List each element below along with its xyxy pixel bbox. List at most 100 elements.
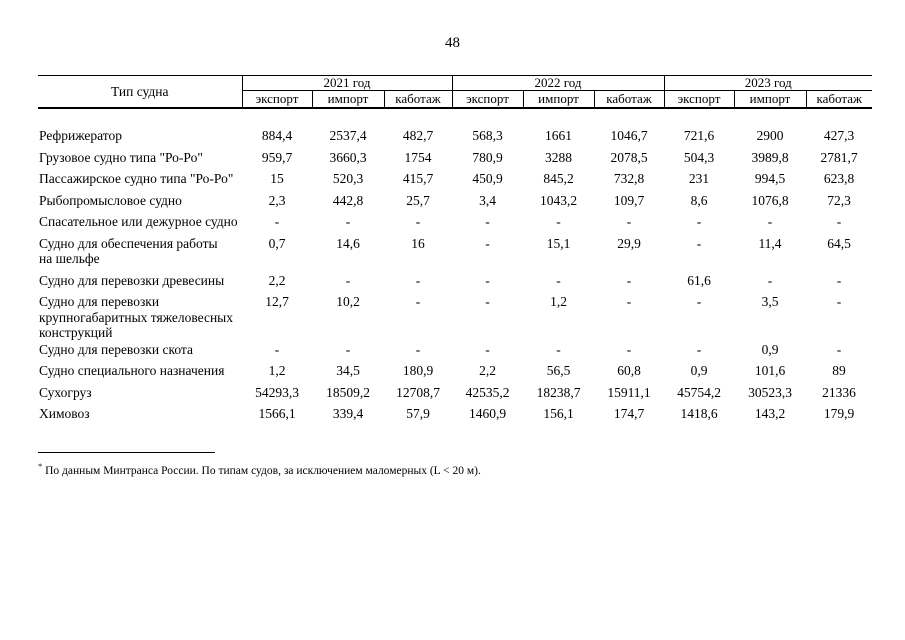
value-cell: 21336	[822, 384, 856, 400]
value-cell: 34,5	[336, 363, 360, 378]
value-cell: -	[274, 341, 280, 357]
table-row: Судно для перевозки скота - - - - - - - 0,9 -	[38, 342, 872, 364]
value-cell: -	[345, 272, 351, 288]
value-cell: -	[345, 214, 351, 229]
column-header-group3-sub3: каботаж	[805, 90, 873, 109]
value-cell: 10,2	[336, 294, 360, 309]
ship-type-label: Спасательное или дежурное судно	[39, 214, 238, 229]
value-cell: 780,9	[472, 149, 503, 165]
value-cell: 89	[832, 363, 846, 378]
value-cell: 2,2	[268, 272, 286, 288]
value-cell: 884,4	[261, 128, 293, 143]
table-subheader-row: экспорт импорт каботаж экспорт импорт каботаж…	[38, 90, 873, 109]
value-cell: 101,6	[754, 363, 786, 378]
value-cell: 180,9	[402, 363, 434, 378]
value-cell: 12,7	[265, 294, 289, 309]
value-cell: 1,2	[550, 294, 567, 309]
column-header-year-2021: 2021 год	[241, 75, 452, 91]
ship-type-label: Судно для перевозки древесины	[39, 272, 225, 288]
value-cell: 3660,3	[329, 149, 367, 165]
value-cell: 623,8	[823, 171, 855, 186]
value-cell: -	[696, 341, 702, 357]
value-cell: 15,1	[546, 235, 571, 251]
footnote-separator	[38, 452, 215, 453]
table-row: Судно для перевозки древесины 2,2 - - - - - 61,…	[38, 273, 872, 295]
value-cell: -	[767, 272, 773, 288]
value-cell: 18238,7	[536, 384, 581, 400]
value-cell: 14,6	[336, 235, 360, 251]
column-header-group3-sub2: импорт	[733, 90, 806, 109]
ship-type-label: Пассажирское судно типа "Ро-Ро"	[39, 171, 234, 186]
value-cell: -	[836, 272, 842, 288]
value-cell: 845,2	[543, 171, 574, 186]
ship-type-label: Сухогруз	[39, 384, 92, 400]
column-header-group1-sub1: экспорт	[241, 90, 312, 109]
value-cell: 16	[411, 235, 425, 251]
value-cell: -	[556, 272, 561, 288]
value-cell: 2078,5	[610, 149, 648, 165]
value-cell: 427,3	[823, 128, 855, 143]
value-cell: 30523,3	[748, 384, 792, 400]
value-cell: 339,4	[332, 406, 364, 421]
footnote-text: По данным Минтранса России. По типам суд…	[45, 464, 481, 477]
value-cell: -	[485, 214, 490, 229]
value-cell: 15	[270, 171, 284, 186]
value-cell: 2900	[756, 128, 784, 143]
value-cell: 12708,7	[396, 384, 440, 400]
table-row: Рефрижератор 884,4 2537,4 482,7 568,3 1661 104…	[38, 108, 872, 150]
value-cell: 18509,2	[326, 384, 370, 400]
ship-type-label: Рефрижератор	[39, 128, 122, 143]
value-cell: 0,9	[761, 341, 779, 357]
table-row: Рыбопромысловое судно 2,3 442,8 25,7 3,4 1043…	[38, 193, 872, 215]
ship-type-label: Рыбопромысловое судно	[39, 192, 182, 208]
value-cell: -	[274, 214, 280, 229]
value-cell: 3,4	[479, 192, 496, 208]
column-header-ship-type: Тип судна	[38, 75, 243, 109]
value-cell: 3288	[545, 149, 572, 165]
value-cell: 1046,7	[610, 128, 648, 143]
value-cell: -	[485, 341, 490, 357]
value-cell: 1043,2	[539, 192, 578, 208]
value-cell: 1661	[545, 128, 572, 143]
value-cell: 0,9	[690, 363, 708, 378]
column-header-year-2022: 2022 год	[451, 75, 664, 91]
ship-type-label: Химовоз	[39, 406, 90, 421]
value-cell: 1,2	[268, 363, 286, 378]
column-header-group2-sub1: экспорт	[451, 90, 523, 109]
value-cell: 520,3	[332, 171, 364, 186]
value-cell: 994,5	[754, 171, 786, 186]
value-cell: -	[696, 214, 702, 229]
footnote: * По данным Минтранса России. По типам с…	[38, 459, 481, 478]
column-header-group1-sub2: импорт	[311, 90, 384, 109]
value-cell: 2781,7	[820, 149, 858, 165]
value-cell: 143,2	[754, 406, 786, 421]
value-cell: -	[836, 341, 842, 357]
value-cell: -	[767, 214, 773, 229]
value-cell: 174,7	[613, 406, 645, 421]
value-cell: 732,8	[613, 171, 645, 186]
value-cell: 179,9	[823, 406, 855, 421]
value-cell: 415,7	[402, 171, 434, 186]
column-header-group3-sub1: экспорт	[663, 90, 734, 109]
value-cell: 11,4	[758, 235, 782, 251]
value-cell: 57,9	[406, 406, 430, 421]
value-cell: -	[485, 294, 490, 309]
value-cell: 721,6	[683, 128, 715, 143]
value-cell: 1566,1	[258, 406, 296, 421]
ship-type-label: Судно для обеспечения работы на шельфе	[39, 235, 218, 267]
value-cell: 72,3	[827, 192, 851, 208]
value-cell: 2537,4	[329, 128, 367, 143]
ship-types-table: Тип судна 2021 год 2022 год 2023 год экс…	[38, 75, 873, 428]
value-cell: -	[626, 341, 632, 357]
value-cell: 45754,2	[677, 384, 721, 400]
value-cell: -	[836, 214, 842, 229]
ship-type-label: Грузовое судно типа "Ро-Ро"	[39, 149, 203, 165]
value-cell: 442,8	[332, 192, 364, 208]
value-cell: 8,6	[690, 192, 708, 208]
value-cell: -	[556, 214, 561, 229]
value-cell: 1460,9	[468, 406, 507, 421]
table-row: Сухогруз 54293,3 18509,2 12708,7 42535,2 1823…	[38, 385, 872, 407]
value-cell: 450,9	[472, 171, 503, 186]
value-cell: 1076,8	[751, 192, 789, 208]
